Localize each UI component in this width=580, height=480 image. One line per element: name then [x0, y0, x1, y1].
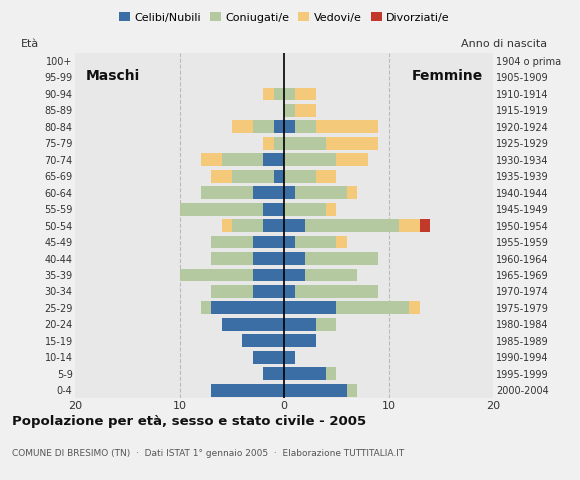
Bar	[284, 203, 326, 216]
Bar	[284, 301, 336, 314]
Bar	[211, 236, 253, 249]
Bar	[295, 285, 378, 298]
Bar	[201, 301, 211, 314]
Bar	[242, 335, 284, 347]
Bar	[232, 170, 274, 183]
Bar	[316, 170, 336, 183]
Bar	[284, 351, 295, 364]
Bar	[263, 137, 274, 150]
Bar	[274, 137, 284, 150]
Text: Femmine: Femmine	[411, 69, 483, 83]
Bar	[284, 335, 316, 347]
Bar	[284, 170, 316, 183]
Bar	[284, 252, 305, 265]
Bar	[232, 120, 253, 133]
Bar	[253, 351, 284, 364]
Bar	[253, 236, 284, 249]
Bar	[295, 104, 316, 117]
Bar	[263, 87, 274, 100]
Bar	[232, 219, 263, 232]
Bar	[263, 203, 284, 216]
Bar	[211, 384, 284, 396]
Bar	[211, 252, 253, 265]
Bar	[409, 301, 420, 314]
Bar	[284, 384, 347, 396]
Bar	[295, 87, 316, 100]
Bar	[284, 153, 336, 166]
Bar	[316, 318, 336, 331]
Bar	[284, 87, 295, 100]
Bar	[201, 153, 222, 166]
Bar	[284, 104, 295, 117]
Bar	[263, 219, 284, 232]
Bar	[201, 186, 253, 199]
Bar	[253, 285, 284, 298]
Bar	[211, 285, 253, 298]
Text: Anno di nascita: Anno di nascita	[461, 39, 548, 49]
Bar	[336, 153, 368, 166]
Bar	[263, 153, 284, 166]
Bar	[336, 236, 347, 249]
Bar	[263, 367, 284, 380]
Bar	[305, 252, 378, 265]
Bar	[295, 236, 336, 249]
Bar	[274, 170, 284, 183]
Bar	[316, 120, 378, 133]
Text: Età: Età	[21, 39, 39, 49]
Text: Maschi: Maschi	[86, 69, 140, 83]
Bar	[284, 120, 295, 133]
Bar	[274, 87, 284, 100]
Bar	[284, 367, 326, 380]
Bar	[420, 219, 430, 232]
Bar	[326, 203, 336, 216]
Bar	[253, 120, 274, 133]
Bar	[253, 252, 284, 265]
Bar	[295, 120, 316, 133]
Bar	[222, 318, 284, 331]
Text: COMUNE DI BRESIMO (TN)  ·  Dati ISTAT 1° gennaio 2005  ·  Elaborazione TUTTITALI: COMUNE DI BRESIMO (TN) · Dati ISTAT 1° g…	[12, 449, 404, 458]
Bar	[336, 301, 409, 314]
Bar	[326, 367, 336, 380]
Bar	[284, 219, 305, 232]
Bar	[399, 219, 420, 232]
Bar	[222, 153, 263, 166]
Bar	[180, 268, 253, 281]
Bar	[211, 301, 284, 314]
Bar	[284, 186, 295, 199]
Bar	[305, 268, 357, 281]
Bar	[180, 203, 263, 216]
Bar	[222, 219, 232, 232]
Bar	[253, 268, 284, 281]
Legend: Celibi/Nubili, Coniugati/e, Vedovi/e, Divorziati/e: Celibi/Nubili, Coniugati/e, Vedovi/e, Di…	[114, 8, 454, 27]
Bar	[253, 186, 284, 199]
Bar	[211, 170, 232, 183]
Bar	[295, 186, 347, 199]
Bar	[274, 120, 284, 133]
Bar	[284, 268, 305, 281]
Bar	[284, 236, 295, 249]
Bar	[284, 285, 295, 298]
Bar	[347, 186, 357, 199]
Bar	[284, 137, 326, 150]
Bar	[284, 318, 316, 331]
Bar	[305, 219, 399, 232]
Text: Popolazione per età, sesso e stato civile - 2005: Popolazione per età, sesso e stato civil…	[12, 415, 366, 428]
Bar	[347, 384, 357, 396]
Bar	[326, 137, 378, 150]
